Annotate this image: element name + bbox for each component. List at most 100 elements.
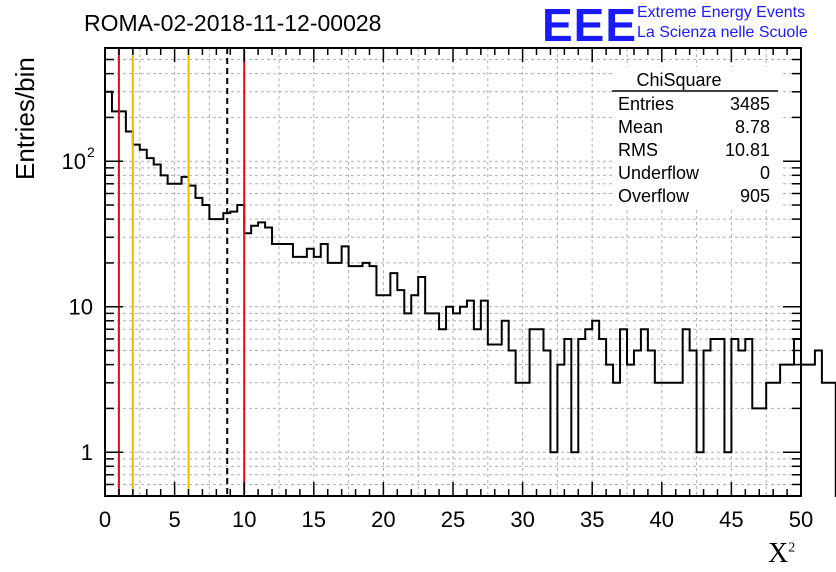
histogram-bin [627, 365, 634, 496]
histogram-bin [175, 184, 182, 496]
histogram-bin [154, 164, 161, 496]
histogram-bin [683, 329, 690, 496]
stats-title: ChiSquare [636, 70, 721, 90]
histogram-bin [801, 365, 808, 496]
histogram-bin [717, 339, 724, 496]
logo-line-2: La Scienza nelle Scuole [637, 24, 808, 41]
histogram-bin [690, 351, 697, 496]
histogram-bin [349, 266, 356, 496]
histogram-bin [648, 351, 655, 496]
stats-row-value: 10.81 [725, 140, 770, 160]
histogram-bin [356, 266, 363, 496]
y-tick-label: 10 [62, 149, 86, 174]
histogram-bin [279, 244, 286, 496]
histogram-bin [446, 307, 453, 496]
x-tick-label: 35 [580, 507, 604, 532]
x-tick-label: 5 [168, 507, 180, 532]
stats-row-label: RMS [618, 140, 658, 160]
stats-row-value: 0 [760, 163, 770, 183]
histogram-bin [578, 339, 585, 496]
histogram-bin [195, 198, 202, 496]
histogram-bin [209, 219, 216, 496]
x-tick-label: 0 [99, 507, 111, 532]
histogram-bin [432, 313, 439, 496]
histogram-bin [564, 339, 571, 496]
histogram-bin [488, 344, 495, 496]
histogram-bin [822, 383, 829, 496]
histogram-bin [738, 351, 745, 496]
histogram-bin [669, 383, 676, 496]
histogram-bin [815, 351, 822, 496]
stats-row-value: 3485 [730, 94, 770, 114]
histogram-bin [662, 383, 669, 496]
eee-logo: EEE [542, 0, 638, 51]
histogram-bin [439, 329, 446, 496]
histogram-bin [369, 266, 376, 496]
histogram-bin [780, 365, 787, 496]
histogram-bin [293, 257, 300, 496]
histogram-bin [140, 150, 147, 496]
histogram-bin [189, 186, 196, 496]
stats-row-label: Entries [618, 94, 674, 114]
histogram-bin [634, 351, 641, 496]
histogram-bin [509, 351, 516, 496]
histogram-bin [321, 244, 328, 496]
histogram-bin [404, 313, 411, 496]
x-tick-label: 10 [232, 507, 256, 532]
histogram-bin [704, 351, 711, 496]
histogram-bin [168, 184, 175, 496]
histogram-bin [453, 313, 460, 496]
histogram-bin [425, 313, 432, 496]
histogram-bin [105, 92, 112, 496]
chart-title: ROMA-02-2018-11-12-00028 [84, 10, 382, 36]
histogram-bin [119, 111, 126, 496]
stats-row-value: 905 [740, 186, 770, 206]
x-tick-label: 15 [302, 507, 326, 532]
histogram-bin [773, 383, 780, 496]
histogram-bin [335, 263, 342, 496]
histogram-bin [606, 365, 613, 496]
histogram-bin [516, 383, 523, 496]
x-axis-label: X2 [768, 538, 796, 569]
histogram-bin [474, 329, 481, 496]
histogram-bin [112, 111, 119, 496]
histogram-bin [711, 339, 718, 496]
y-tick-label: 1 [81, 440, 93, 465]
histogram-bin [328, 263, 335, 496]
histogram-outline [105, 90, 836, 497]
x-tick-label: 25 [441, 507, 465, 532]
histogram-bin [620, 329, 627, 496]
histogram-bin [265, 228, 272, 496]
histogram-bin [418, 277, 425, 496]
histogram-bin [147, 158, 154, 496]
histogram-bin [599, 339, 606, 496]
histogram-bin [655, 383, 662, 496]
histogram-bin [745, 339, 752, 496]
histogram-bin [787, 365, 794, 496]
x-tick-label: 30 [510, 507, 534, 532]
histogram-bin [766, 383, 773, 496]
y-tick-exponent: 2 [87, 144, 95, 160]
histogram-bin [829, 383, 836, 496]
stats-row-label: Underflow [618, 163, 700, 183]
histogram-bin [272, 244, 279, 496]
histogram-bin [230, 212, 237, 496]
histogram-bin [363, 263, 370, 496]
x-tick-label: 20 [371, 507, 395, 532]
histogram-bin [537, 329, 544, 496]
histogram-bin [460, 307, 467, 496]
histogram-bin [523, 383, 530, 496]
x-tick-label: 45 [719, 507, 743, 532]
stats-row-label: Mean [618, 117, 663, 137]
histogram-bin [300, 257, 307, 496]
x-tick-label: 40 [650, 507, 674, 532]
histogram-bin [495, 344, 502, 496]
histogram-bin [314, 257, 321, 496]
histogram-bin [676, 383, 683, 496]
histogram-bin [161, 175, 168, 496]
x-tick-label: 50 [789, 507, 813, 532]
histogram-bin [731, 339, 738, 496]
histogram-bin [251, 226, 258, 496]
histogram-bin [543, 351, 550, 496]
